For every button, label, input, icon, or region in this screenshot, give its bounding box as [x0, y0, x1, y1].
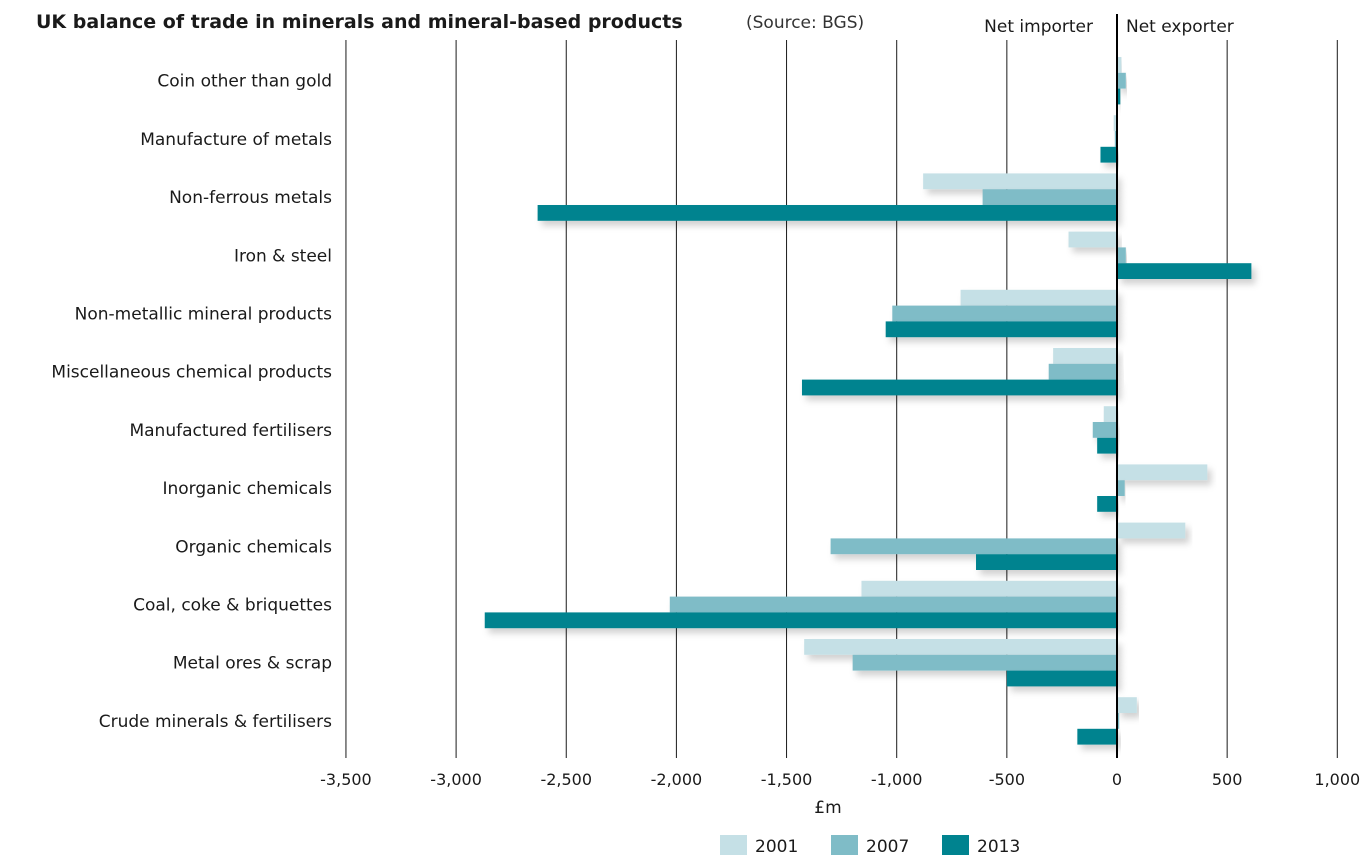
legend-label-2001: 2001 [755, 837, 798, 857]
bar-2013 [537, 205, 1117, 221]
category-labels: Coin other than gold Manufacture of metal… [51, 72, 332, 732]
chart-title: UK balance of trade in minerals and mine… [36, 11, 683, 33]
bar-2001 [1103, 406, 1117, 422]
bar-2001 [804, 639, 1117, 655]
x-tick-label: -2,500 [540, 770, 592, 789]
bar-2007 [1117, 247, 1126, 264]
bars [484, 57, 1252, 745]
category-label: Non-ferrous metals [169, 188, 332, 208]
bar-2013 [1097, 496, 1117, 512]
bar-2013 [1077, 728, 1117, 745]
x-tick-label: 0 [1112, 770, 1122, 789]
category-label: Coal, coke & briquettes [133, 596, 332, 616]
legend: 2001 2007 2013 [720, 835, 1020, 857]
bar-2013 [1100, 146, 1117, 163]
x-tick-label: -3,000 [430, 770, 482, 789]
category-label: Miscellaneous chemical products [51, 363, 332, 383]
category-label: Manufacture of metals [140, 130, 332, 150]
net-exporter-label: Net exporter [1126, 17, 1234, 37]
bar-2007 [1117, 480, 1125, 496]
category-label: Metal ores & scrap [173, 654, 332, 674]
x-tick-label: -1,000 [871, 770, 923, 789]
x-tick-label: 1,000 [1314, 770, 1360, 789]
bar-2007 [1092, 422, 1117, 438]
bar-2001 [1053, 348, 1117, 364]
legend-swatch-2007 [831, 835, 858, 855]
x-tick-labels: -3,500 -3,000 -2,500 -2,000 -1,500 -1,000 -500… [320, 770, 1360, 789]
bar-2013 [1117, 263, 1252, 279]
bar-2007 [852, 654, 1117, 671]
bar-2007 [982, 189, 1117, 205]
category-label: Inorganic chemicals [162, 479, 332, 499]
bar-2007 [830, 538, 1117, 555]
bar-2001 [923, 173, 1117, 190]
x-tick-label: -2,000 [651, 770, 703, 789]
bar-2013 [1117, 88, 1121, 105]
legend-swatch-2013 [942, 835, 969, 855]
legend-swatch-2001 [720, 835, 747, 855]
bar-2007 [669, 596, 1117, 613]
category-label: Crude minerals & fertilisers [99, 712, 332, 732]
x-tick-label: -500 [989, 770, 1025, 789]
x-tick-label: -3,500 [320, 770, 372, 789]
bar-2013 [484, 612, 1117, 629]
category-label: Non-metallic mineral products [75, 305, 332, 325]
category-label: Coin other than gold [157, 72, 332, 92]
category-label: Iron & steel [234, 246, 332, 266]
bar-2013 [885, 321, 1117, 338]
bar-2001 [861, 580, 1117, 597]
bar-2007 [1114, 131, 1117, 147]
bar-2001 [960, 289, 1117, 306]
bar-2007 [1117, 713, 1120, 729]
legend-label-2007: 2007 [866, 837, 909, 857]
net-importer-label: Net importer [984, 17, 1093, 37]
bar-2013 [1006, 670, 1117, 687]
x-tick-label: -1,500 [761, 770, 813, 789]
bar-2001 [1117, 464, 1208, 481]
category-label: Manufactured fertilisers [129, 421, 332, 441]
category-label: Organic chemicals [175, 537, 332, 557]
x-tick-label: 500 [1212, 770, 1243, 789]
bar-2001 [1068, 231, 1117, 248]
legend-label-2013: 2013 [977, 837, 1020, 857]
bar-2001 [1113, 115, 1117, 131]
bar-2001 [1117, 697, 1137, 713]
bar-2007 [1117, 72, 1126, 89]
bar-2013 [976, 554, 1117, 570]
bar-2013 [1097, 437, 1117, 454]
bar-2001 [1117, 57, 1122, 73]
bar-2013 [801, 379, 1117, 396]
x-axis-label: £m [814, 798, 841, 818]
gridlines [345, 40, 1338, 758]
bar-2007 [1048, 363, 1117, 380]
bar-2001 [1117, 522, 1186, 539]
chart-source: (Source: BGS) [746, 13, 864, 33]
bar-2007 [892, 305, 1117, 322]
